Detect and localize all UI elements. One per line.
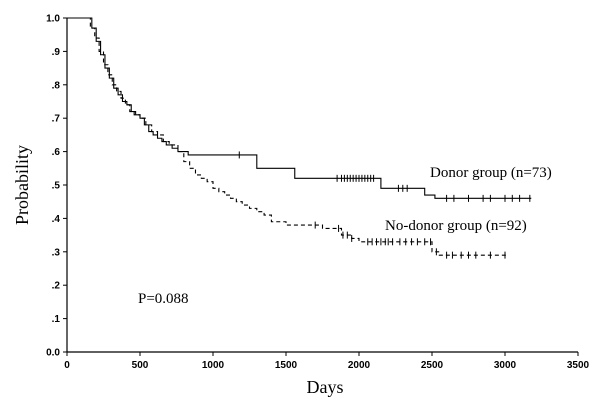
x-axis-title: Days	[307, 377, 344, 397]
donor-group-curve	[67, 17, 532, 199]
series-label-donor: Donor group (n=73)	[430, 165, 552, 181]
y-tick-label: 0.0	[46, 348, 60, 359]
y-tick-label: .5	[52, 181, 61, 192]
y-tick-label: .8	[52, 80, 61, 91]
y-tick-label: .9	[52, 47, 61, 58]
y-ticks: 0.0 .1 .2 .3 .4 .5 .6 .7 .8 .9 1.0	[46, 14, 67, 359]
y-tick-label: .6	[52, 147, 61, 158]
no-donor-group-curve	[67, 17, 507, 256]
x-tick-label: 500	[132, 360, 149, 371]
x-ticks: 0 500 1000 1500 2000 2500 3000 3500	[64, 352, 590, 371]
x-tick-label: 2000	[348, 360, 371, 371]
y-tick-label: 1.0	[46, 14, 60, 25]
x-tick-label: 0	[64, 360, 70, 371]
y-tick-label: .3	[52, 247, 61, 258]
curves	[67, 17, 532, 256]
y-tick-label: .4	[52, 214, 61, 225]
x-tick-label: 3500	[567, 360, 590, 371]
y-tick-label: .2	[52, 281, 61, 292]
y-axis-title: Probability	[12, 145, 32, 225]
censor-marks	[238, 151, 531, 259]
y-tick-label: .1	[52, 314, 61, 325]
x-tick-label: 2500	[421, 360, 444, 371]
series-label-no-donor: No-donor group (n=92)	[385, 218, 527, 234]
x-tick-label: 3000	[494, 360, 517, 371]
p-value-annotation: P=0.088	[138, 291, 189, 307]
x-tick-label: 1500	[275, 360, 298, 371]
y-tick-label: .7	[52, 114, 61, 125]
x-tick-label: 1000	[202, 360, 225, 371]
